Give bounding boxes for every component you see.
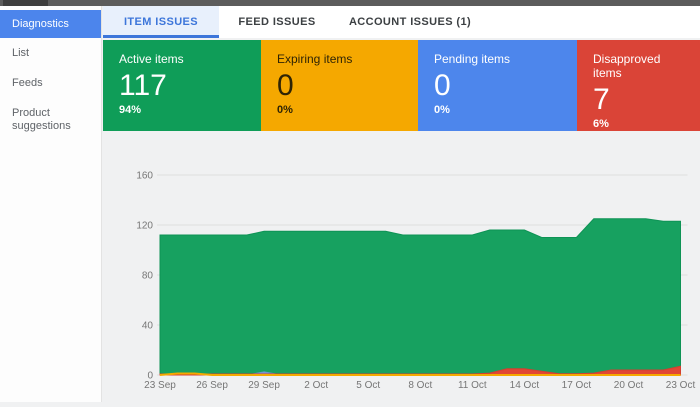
sidebar-item-label: Product suggestions [12,107,71,132]
x-axis-label: 29 Sep [248,380,280,391]
y-axis-label: 160 [136,171,153,182]
x-axis-label: 20 Oct [614,380,644,391]
x-axis-label: 8 Oct [408,380,432,391]
card-title: Expiring items [277,52,353,66]
card-title: Pending items [434,52,511,66]
card-percent: 6% [593,118,609,130]
tab-label: FEED ISSUES [238,16,316,28]
tab-account-issues[interactable]: ACCOUNT ISSUES (1) [335,6,485,38]
sidebar-item-list[interactable]: List [0,38,101,68]
x-axis-label: 14 Oct [510,380,540,391]
card-value: 117 [119,69,167,102]
diagnostics-area-chart: 0 40 80 120 160 23 Sep 26 Sep 29 Sep 2 Oct 5 Oct 8… [136,171,696,392]
x-axis-label: 5 Oct [356,380,380,391]
tab-label: ITEM ISSUES [123,16,199,28]
window-top-bar [0,0,700,6]
sidebar-item-product-suggestions[interactable]: Product suggestions [0,98,101,141]
y-axis-label: 120 [136,221,153,232]
x-axis-label: 23 Sep [144,380,176,391]
card-disapproved-items[interactable]: Disapproved items 7 6% [577,40,700,131]
card-value: 7 [593,83,610,116]
tab-item-issues[interactable]: ITEM ISSUES [103,6,219,38]
y-axis-label: 80 [142,271,154,282]
x-axis-label: 23 Oct [666,380,696,391]
sidebar-item-label: Diagnostics [12,18,69,30]
status-cards: Active items 117 94% Expiring items 0 0%… [103,40,700,131]
sidebar-item-label: List [12,47,30,59]
card-pending-items[interactable]: Pending items 0 0% [418,40,577,131]
x-axis-label: 17 Oct [562,380,592,391]
x-axis-label: 11 Oct [458,380,487,391]
window-top-bar-notch [3,0,48,6]
chart-container: 0 40 80 120 160 23 Sep 26 Sep 29 Sep 2 Oct 5 Oct 8… [103,140,700,407]
card-expiring-items[interactable]: Expiring items 0 0% [261,40,418,131]
card-percent: 0% [277,104,293,116]
sidebar-item-feeds[interactable]: Feeds [0,68,101,98]
tab-feed-issues[interactable]: FEED ISSUES [219,6,335,38]
series-area-0 [159,218,681,376]
series-line-3 [159,372,681,376]
x-axis-label: 26 Sep [196,380,228,391]
x-axis-label: 2 Oct [304,380,328,391]
tab-label: ACCOUNT ISSUES (1) [348,16,472,28]
main-content: ITEM ISSUES FEED ISSUES ACCOUNT ISSUES (… [103,6,700,402]
card-value: 0 [434,69,451,102]
card-percent: 0% [434,104,450,116]
y-axis-label: 0 [147,371,153,382]
card-value: 0 [277,69,294,102]
sidebar: Diagnostics List Feeds Product suggestio… [0,6,102,402]
card-percent: 94% [119,104,142,116]
card-active-items[interactable]: Active items 117 94% [103,40,261,131]
y-axis-label: 40 [142,321,154,332]
card-title: Disapproved items [593,52,661,80]
tab-bar: ITEM ISSUES FEED ISSUES ACCOUNT ISSUES (… [103,6,700,38]
sidebar-item-label: Feeds [12,77,43,89]
sidebar-item-diagnostics[interactable]: Diagnostics [0,10,101,38]
card-title: Active items [119,52,184,66]
